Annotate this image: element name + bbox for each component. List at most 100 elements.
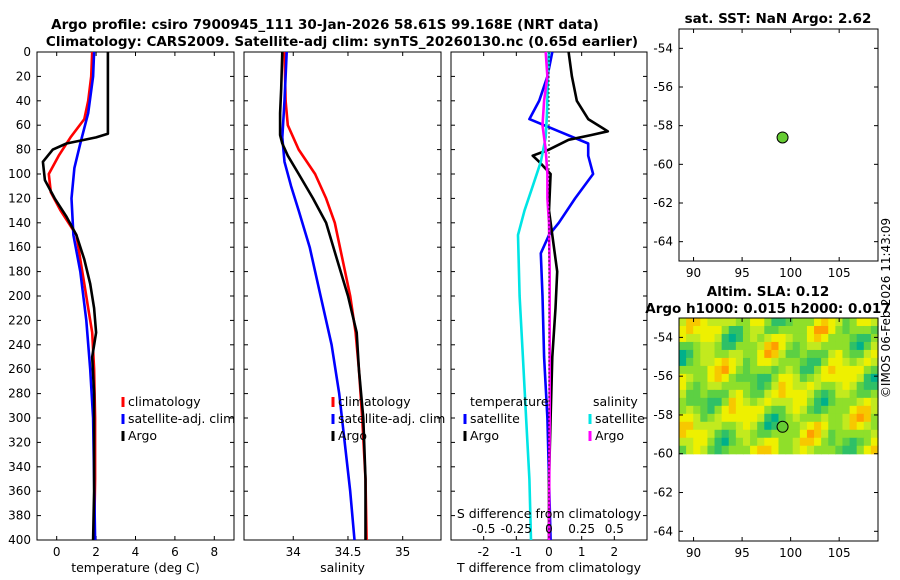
sla-heat-cell <box>714 325 723 335</box>
sla-heat-cell <box>863 405 872 415</box>
sla-heat-cell <box>856 325 865 335</box>
sla-heat-cell <box>799 373 808 383</box>
sla-heat-cell <box>870 429 879 439</box>
sla-heat-cell <box>721 405 730 415</box>
sla-heat-cell <box>856 333 865 343</box>
temperature-xtick-label: 4 <box>132 545 140 559</box>
sla-heat-cell <box>700 405 709 415</box>
sla-heat-cell <box>792 365 801 375</box>
sla-heat-cell <box>735 405 744 415</box>
sla-heat-cell <box>757 437 765 447</box>
sla-heat-cell <box>821 405 829 415</box>
sla-heat-cell <box>735 365 744 375</box>
temperature-xlabel: temperature (deg C) <box>71 560 200 575</box>
sla-heat-cell <box>821 365 829 375</box>
sla-heat-cell <box>764 421 772 431</box>
sla-heat-cell <box>799 389 808 399</box>
sla-heat-cell <box>700 445 709 455</box>
sla-heat-cell <box>764 381 772 391</box>
sla-heat-cell <box>799 318 808 327</box>
sla_map-ytick-label: -58 <box>653 408 673 422</box>
sla-heat-cell <box>771 318 780 327</box>
sla-heat-cell <box>679 318 687 327</box>
sla-heat-cell <box>863 421 872 431</box>
sla-heat-cell <box>799 333 808 343</box>
sla-heat-cell <box>735 445 744 455</box>
temperature-ytick-label: 280 <box>8 387 31 401</box>
sla-heat-cell <box>778 397 787 407</box>
sla_map-xtick-label: 100 <box>779 546 802 560</box>
sla_map-ytick-label: -54 <box>653 330 673 344</box>
sla-heat-cell <box>785 437 794 447</box>
sla-heat-cell <box>714 333 723 343</box>
sla-heat-cell <box>863 437 872 447</box>
sla-heat-cell <box>792 349 801 359</box>
sla-heat-cell <box>764 333 772 343</box>
sla-map-title-line2: Argo h1000: 0.015 h2000: 0.017 <box>645 301 890 317</box>
sla-heat-cell <box>750 381 758 391</box>
sla-heat-cell <box>728 373 737 383</box>
sla-heat-cell <box>686 421 694 431</box>
sla-heat-cell <box>785 413 794 423</box>
sla-heat-cell <box>806 349 815 359</box>
sla-heat-cell <box>870 421 879 431</box>
sla-heat-cell <box>828 318 836 327</box>
sla-heat-cell <box>721 333 730 343</box>
sla-heat-cell <box>728 325 737 335</box>
sla-heat-cell <box>693 318 701 327</box>
salinity-xtick-label: 34 <box>286 545 301 559</box>
sla-heat-cell <box>707 333 716 343</box>
sla-heat-cell <box>771 341 780 351</box>
sla-heat-cell <box>757 381 765 391</box>
sla_map-ytick-label: -64 <box>653 524 673 538</box>
sla-heat-cell <box>700 373 709 383</box>
sla-heat-cell <box>721 349 730 359</box>
sst-map-panel: 90 95 100 105 -54 -56 -58 -60 -62 -64 sat. SST: Na… <box>653 11 879 280</box>
sla-heat-cell <box>778 429 787 439</box>
sla-heat-cell <box>714 349 723 359</box>
sla-heat-cell <box>679 357 687 367</box>
sla-heat-cell <box>707 349 716 359</box>
sla-heat-cell <box>778 318 787 327</box>
salinity-legend-label: satellite-adj. clim <box>338 411 445 426</box>
sla-heat-cell <box>686 341 694 351</box>
sla-heat-cell <box>686 389 694 399</box>
sla-heat-cell <box>856 421 865 431</box>
sla-heat-cell <box>856 365 865 375</box>
sla-heat-cell <box>750 429 758 439</box>
sla-heat-cell <box>799 413 808 423</box>
sla-heat-cell <box>686 373 694 383</box>
sla-heat-cell <box>742 429 751 439</box>
sla-heat-cell <box>679 373 687 383</box>
sla-heat-cell <box>750 357 758 367</box>
sla-heat-cell <box>814 373 822 383</box>
sla-heat-cell <box>849 341 858 351</box>
sla-heat-cell <box>714 421 723 431</box>
sla-heat-cell <box>835 397 844 407</box>
temperature-xtick-label: 0 <box>53 545 61 559</box>
sla-heat-cell <box>799 429 808 439</box>
sla-heat-cell <box>778 373 787 383</box>
sla-heat-cell <box>806 405 815 415</box>
sla-heat-cell <box>771 413 780 423</box>
sla-heat-cell <box>785 389 794 399</box>
difference-s-tick-label: 0.5 <box>605 522 624 536</box>
sla-heat-cell <box>799 349 808 359</box>
sla-heat-cell <box>742 373 751 383</box>
sla-heat-cell <box>771 373 780 383</box>
sla_map-xtick-label: 105 <box>828 546 851 560</box>
sla-heat-cell <box>792 421 801 431</box>
sst_map-xtick-label: 95 <box>734 266 749 280</box>
sla-heat-cell <box>686 333 694 343</box>
sla-heat-cell <box>821 397 829 407</box>
sla-heat-cell <box>835 349 844 359</box>
sla_map-ytick-label: -60 <box>653 447 673 461</box>
sla-heat-cell <box>821 349 829 359</box>
sla-heat-cell <box>806 429 815 439</box>
sla-heat-cell <box>870 357 879 367</box>
difference-xtick-label: 1 <box>578 545 586 559</box>
sla-heat-cell <box>842 413 851 423</box>
sla-heat-cell <box>870 405 879 415</box>
sla-heat-cell <box>849 389 858 399</box>
sla-heat-cell <box>742 318 751 327</box>
